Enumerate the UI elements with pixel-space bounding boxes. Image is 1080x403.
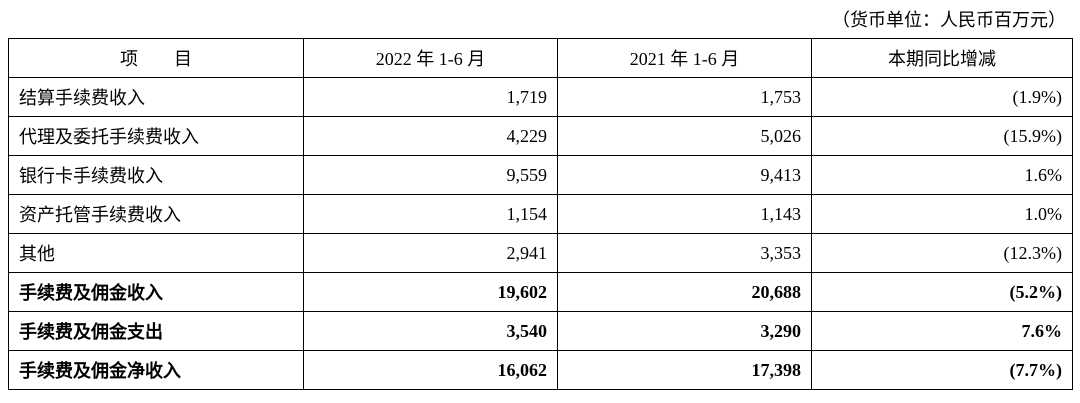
row-label: 结算手续费收入 — [8, 77, 304, 117]
cell: 1,154 — [303, 194, 558, 234]
table-row: 手续费及佣金净收入 16,062 17,398 (7.7%) — [8, 350, 1073, 390]
cell: 3,290 — [557, 311, 812, 351]
header-cell: 本期同比增减 — [811, 38, 1073, 78]
cell: (5.2%) — [811, 272, 1073, 312]
table-row: 资产托管手续费收入 1,154 1,143 1.0% — [8, 194, 1073, 234]
cell: (7.7%) — [811, 350, 1073, 390]
cell: 19,602 — [303, 272, 558, 312]
cell: 9,413 — [557, 155, 812, 195]
table-row: 结算手续费收入 1,719 1,753 (1.9%) — [8, 77, 1073, 117]
header-cell: 项 目 — [8, 38, 304, 78]
cell: 2,941 — [303, 233, 558, 273]
cell: 20,688 — [557, 272, 812, 312]
fee-table: 项 目 2022 年 1-6 月 2021 年 1-6 月本期同比增减 结算手续费收… — [8, 38, 1073, 390]
header-cell: 2022 年 1-6 月 — [303, 38, 558, 78]
table-row: 手续费及佣金收入 19,602 20,688 (5.2%) — [8, 272, 1073, 312]
cell: (1.9%) — [811, 77, 1073, 117]
cell: 1.0% — [811, 194, 1073, 234]
cell: 1.6% — [811, 155, 1073, 195]
cell: 3,540 — [303, 311, 558, 351]
row-label: 代理及委托手续费收入 — [8, 116, 304, 156]
row-label: 其他 — [8, 233, 304, 273]
header-row: 项 目 2022 年 1-6 月 2021 年 1-6 月本期同比增减 — [8, 38, 1073, 78]
cell: 1,719 — [303, 77, 558, 117]
cell: 9,559 — [303, 155, 558, 195]
cell: (15.9%) — [811, 116, 1073, 156]
cell: 7.6% — [811, 311, 1073, 351]
cell: 1,753 — [557, 77, 812, 117]
table-row: 手续费及佣金支出 3,540 3,290 7.6% — [8, 311, 1073, 351]
header-cell: 2021 年 1-6 月 — [557, 38, 812, 78]
cell: 1,143 — [557, 194, 812, 234]
cell: 5,026 — [557, 116, 812, 156]
row-label: 手续费及佣金支出 — [8, 311, 304, 351]
row-label: 资产托管手续费收入 — [8, 194, 304, 234]
row-label: 银行卡手续费收入 — [8, 155, 304, 195]
table-row: 银行卡手续费收入 9,559 9,413 1.6% — [8, 155, 1073, 195]
row-label: 手续费及佣金净收入 — [8, 350, 304, 390]
row-label: 手续费及佣金收入 — [8, 272, 304, 312]
cell: (12.3%) — [811, 233, 1073, 273]
cell: 3,353 — [557, 233, 812, 273]
cell: 16,062 — [303, 350, 558, 390]
table-row: 代理及委托手续费收入 4,229 5,026 (15.9%) — [8, 116, 1073, 156]
cell: 4,229 — [303, 116, 558, 156]
table-row: 其他 2,941 3,353 (12.3%) — [8, 233, 1073, 273]
cell: 17,398 — [557, 350, 812, 390]
unit-note: （货币单位：人民币百万元） — [832, 10, 1066, 30]
